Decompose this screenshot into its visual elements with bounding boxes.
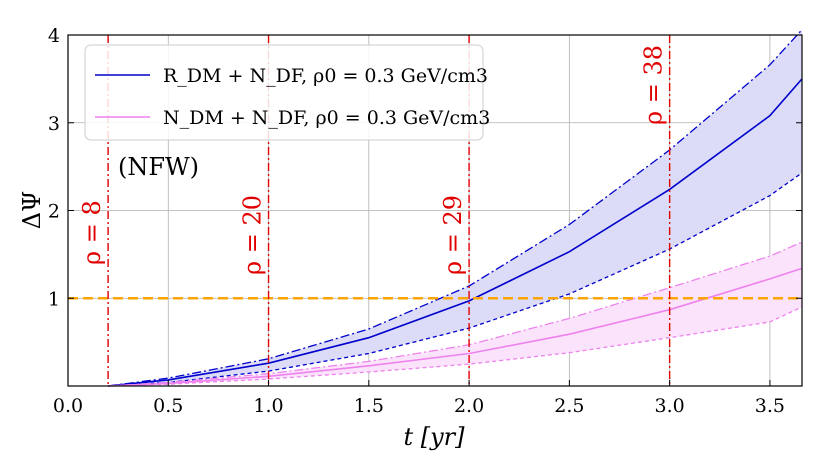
vline-label: ρ = 8: [78, 200, 106, 265]
series-rdm-central: [108, 78, 803, 387]
x-tick-label: 3.5: [755, 395, 785, 417]
x-tick-label: 3.0: [655, 395, 685, 417]
axis-ticks: 0.0 0.5 1.0 1.5 2.0 2.5 3.0 3.5 1 2 3 4: [48, 25, 802, 417]
nfw-annotation: (NFW): [118, 153, 199, 181]
uncertainty-bands: [108, 29, 803, 386]
legend: R_DM + N_DF, ρ0 = 0.3 GeV/cm3 N_DM + N_D…: [84, 44, 490, 141]
x-tick-label: 1.5: [354, 395, 384, 417]
legend-label-rdm: R_DM + N_DF, ρ0 = 0.3 GeV/cm3: [163, 65, 488, 87]
legend-label-ndm: N_DM + N_DF, ρ0 = 0.3 GeV/cm3: [163, 107, 490, 129]
legend-box: [84, 44, 484, 141]
y-tick-label: 1: [48, 288, 60, 310]
band-ndm: [108, 242, 803, 386]
y-tick-label: 3: [48, 113, 60, 135]
x-tick-label: 0.0: [53, 395, 83, 417]
x-tick-label: 1.0: [253, 395, 283, 417]
y-tick-label: 2: [48, 201, 60, 223]
y-axis-label: ΔΨ: [18, 191, 46, 229]
vline-label: ρ = 38: [640, 45, 668, 125]
x-axis-label: t [yr]: [403, 423, 465, 451]
x-tick-label: 2.5: [554, 395, 584, 417]
vline-label: ρ = 20: [239, 195, 267, 275]
x-tick-label: 2.0: [454, 395, 484, 417]
vertical-markers: ρ = 8 ρ = 20 ρ = 29 ρ = 38: [78, 35, 671, 386]
series-ndm-lower: [108, 306, 803, 387]
series-ndm-central: [108, 267, 803, 387]
x-tick-label: 0.5: [153, 395, 183, 417]
y-tick-label: 4: [48, 25, 60, 47]
band-rdm: [108, 29, 803, 386]
vline-label: ρ = 29: [439, 195, 467, 275]
